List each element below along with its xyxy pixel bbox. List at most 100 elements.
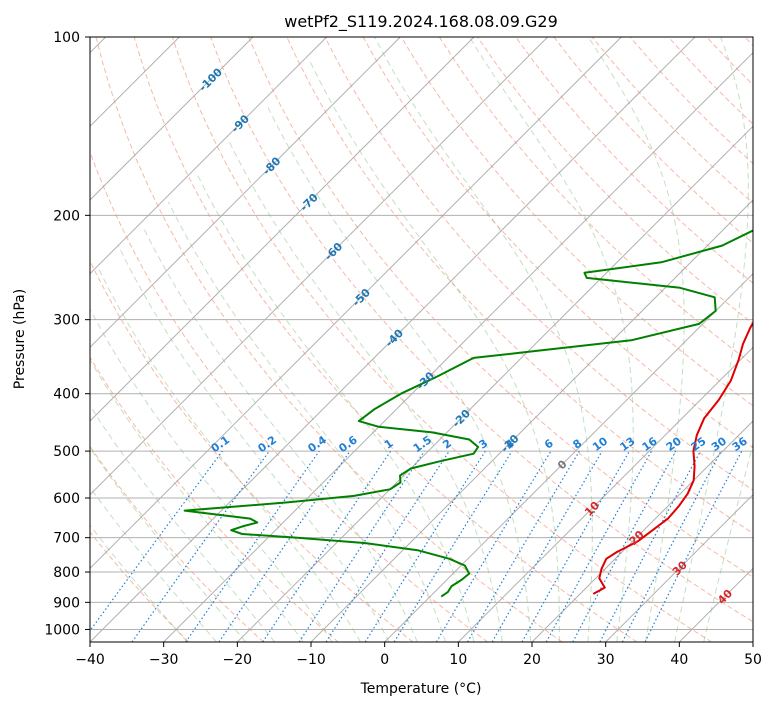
mixing-ratio-label: 3 (477, 437, 491, 452)
dry-adiabat (90, 531, 190, 642)
moist-adiabat (90, 358, 304, 642)
x-tick-label: 50 (744, 652, 762, 668)
sounding-profiles (183, 229, 753, 598)
x-tick-label: 40 (670, 652, 688, 668)
isotherm-gridline (605, 493, 753, 642)
moist-adiabat (90, 404, 275, 642)
y-tick-label: 600 (53, 491, 80, 507)
moist-adiabat (266, 104, 532, 642)
isotherm-gridline (457, 346, 753, 642)
isotherm-gridline (90, 37, 549, 496)
mixing-ratio-label: 0.4 (306, 433, 330, 455)
x-tick-label: 30 (597, 652, 615, 668)
y-tick-label: 100 (53, 30, 80, 46)
dry-adiabat (90, 150, 488, 642)
mixing-ratio-line (393, 450, 513, 642)
isotherm-gridline (531, 420, 753, 642)
mixing-ratio-line (599, 450, 702, 642)
moist-adiabat (374, 37, 593, 642)
dry-adiabat (210, 37, 753, 623)
mixing-ratio-line (572, 450, 677, 642)
isotherm-gridline (90, 37, 696, 642)
dry-adiabat (706, 37, 753, 86)
moist-adiabat (587, 37, 685, 642)
y-axis-title: Pressure (hPa) (12, 289, 28, 389)
isotherm-label: -80 (260, 154, 283, 177)
mixing-ratio-label: 0.1 (209, 433, 232, 455)
mixing-ratio-line (90, 450, 223, 632)
mixing-ratio-line (545, 450, 653, 642)
isotherm-gridline (384, 272, 753, 642)
x-tick-label: 20 (523, 652, 541, 668)
mixing-ratio-label: 0.2 (256, 433, 279, 455)
moist-adiabat (674, 37, 749, 642)
isotherm-gridline (90, 37, 254, 201)
mixing-ratio-line (185, 450, 320, 642)
mixing-ratio-line (325, 450, 450, 642)
moist-adiabat (117, 245, 390, 642)
dry-adiabat (90, 445, 264, 642)
x-tick-label: −40 (75, 652, 105, 668)
mixing-ratio-label: 6 (542, 437, 556, 452)
mixing-ratio-label: 2 (440, 437, 454, 452)
moist-adiabat (703, 441, 753, 642)
isotherm-gridline (236, 125, 753, 642)
mixing-ratio-line (218, 450, 351, 642)
dry-adiabat (95, 37, 563, 642)
isotherm-label: -70 (298, 191, 321, 214)
y-axis: 100 200 300 400 500 600 700 800 900 1000 (44, 30, 90, 638)
moist-adiabat (90, 447, 247, 642)
isotherm-gridline (90, 37, 401, 349)
moist-adiabat (90, 486, 217, 642)
mixing-ratio-line (298, 450, 425, 642)
y-tick-label: 700 (53, 531, 80, 547)
mixing-ratio-line (131, 450, 270, 642)
isotherm-label: 0 (555, 457, 570, 472)
x-tick-label: 0 (380, 652, 389, 668)
y-tick-label: 400 (53, 387, 80, 403)
dry-adiabat (90, 259, 414, 642)
moist-adiabat (196, 173, 475, 642)
moist-adiabat (168, 201, 446, 642)
dry-adiabat (744, 37, 753, 47)
moist-adiabat (228, 141, 503, 642)
isotherm-gridline (90, 37, 475, 422)
mixing-ratio-label: 1 (382, 437, 396, 452)
mixing-ratio-line (521, 450, 631, 642)
x-tick-label: −10 (296, 652, 326, 668)
isotherm-label: -100 (196, 65, 225, 94)
x-axis-title: Temperature (°C) (360, 681, 482, 697)
dry-adiabat (324, 37, 753, 491)
temperature-profile (592, 320, 753, 595)
y-tick-label: 200 (53, 208, 80, 224)
moist-adiabat (90, 308, 333, 642)
isotherm-gridline (90, 37, 622, 570)
moist-adiabat (143, 227, 418, 642)
dry-adiabat (515, 37, 753, 284)
x-axis: −40 −30 −20 −10 0 10 20 30 40 50 (75, 642, 762, 668)
y-tick-label: 500 (53, 444, 80, 460)
isotherm-gridline (752, 641, 753, 642)
mixing-ratio-line (466, 450, 580, 642)
grid-lines (90, 37, 753, 642)
isotherm-gridline (310, 199, 753, 642)
mixing-ratio-line (644, 450, 743, 642)
dry-adiabat (90, 356, 339, 642)
y-tick-label: 1000 (44, 622, 80, 638)
x-tick-label: 10 (449, 652, 467, 668)
isotherm-label: -90 (229, 112, 252, 135)
moist-adiabat (309, 61, 560, 642)
isotherm-gridline (163, 51, 753, 642)
y-tick-label: 800 (53, 565, 80, 581)
y-tick-label: 900 (53, 595, 80, 611)
moist-adiabat (97, 267, 362, 642)
mixing-ratio-label: 0.6 (336, 433, 360, 455)
isotherm-gridline (90, 37, 328, 275)
x-tick-label: −30 (149, 652, 179, 668)
mixing-ratio-label: 1.5 (411, 433, 434, 455)
dewpoint-profile (183, 229, 753, 598)
plot-frame (89, 36, 754, 643)
y-tick-label: 300 (53, 313, 80, 329)
x-tick-label: −20 (223, 652, 253, 668)
